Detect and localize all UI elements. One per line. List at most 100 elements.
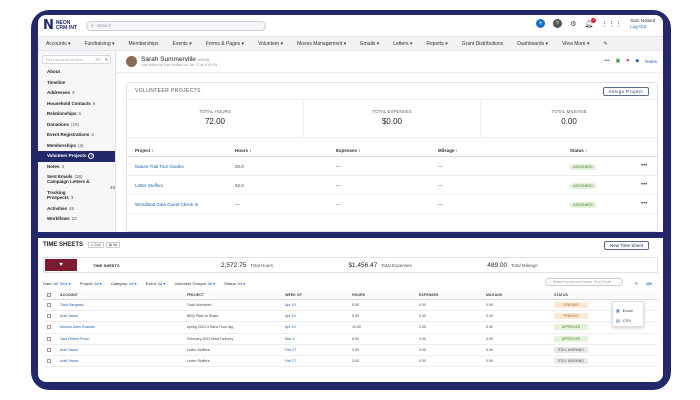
col-expenses[interactable]: EXPENSES	[419, 293, 439, 297]
table-row[interactable]: Nature Trail Tour Guides 20.0 — — ASSIGN…	[127, 157, 657, 176]
row-checkbox[interactable]	[47, 314, 51, 319]
col-mileage[interactable]: MILEAGE	[486, 293, 503, 297]
sidebar-item-campaign-letters[interactable]: Campaign Letters & Tracking 49	[38, 179, 115, 195]
project-link[interactable]: Letter Stuffers	[135, 182, 164, 188]
table-row[interactable]: Trish Sargeant Gala Volunteer! Apr 15 5.…	[43, 300, 658, 312]
sidebar-item-sent-emails[interactable]: Sent Emails (35)	[38, 172, 115, 183]
account-link[interactable]: Monica Jules Rossiter	[60, 325, 96, 330]
money-icon[interactable]: ▣	[615, 58, 621, 64]
sidebar-item-memberships[interactable]: Memberships (3)	[38, 141, 115, 152]
col-expenses[interactable]: Expenses ↕	[336, 147, 361, 153]
filter-project[interactable]: Project: All ▾	[80, 281, 102, 286]
account-link[interactable]: Ariel Saxon	[60, 347, 79, 352]
table-row[interactable]: Jack Robert Prom February 2023 Meal Deli…	[43, 334, 658, 345]
ts-week-link[interactable]: Mar 4	[285, 336, 295, 341]
export-excel-option[interactable]: ▦ Excel	[616, 305, 640, 315]
table-row[interactable]: Woodland Gala Guest Check In — — — ASSIG…	[127, 195, 657, 214]
row-checkbox[interactable]	[47, 359, 51, 364]
account-link[interactable]: Jack Robert Prom	[60, 336, 89, 341]
sidebar-item-donations[interactable]: Donations (19)	[38, 120, 115, 131]
more-options-icon[interactable]: •••	[604, 58, 610, 64]
col-hours[interactable]: HOURS	[352, 293, 365, 297]
nav-events[interactable]: Events ▾	[172, 40, 192, 47]
nav-dashboards[interactable]: Dashboards ▾	[517, 40, 549, 47]
table-row[interactable]: Ariel Saxon BBQ Plate to Share Apr 15 5.…	[43, 311, 658, 323]
nav-memberships[interactable]: Memberships	[128, 40, 159, 47]
sidebar-item-about[interactable]: About	[38, 67, 115, 78]
user-menu[interactable]: Sam Noland Log Out	[630, 18, 655, 29]
project-link[interactable]: Woodland Gala Guest Check In	[135, 201, 199, 207]
col-project[interactable]: Project ↕	[135, 147, 154, 153]
ts-week-link[interactable]: Apr 15	[285, 314, 296, 319]
col-status[interactable]: Status ↕	[570, 147, 588, 153]
settings-icon[interactable]: ⚙	[570, 20, 577, 28]
table-row[interactable]: Monica Jules Rossiter spring 2023 4 Hand…	[43, 322, 658, 334]
sidebar-item-workflows[interactable]: Workflows 10	[38, 214, 115, 225]
nav-forms[interactable]: Forms & Pages ▾	[205, 40, 245, 47]
apps-grid-icon[interactable]: ⋮⋮⋮	[601, 20, 623, 28]
add-button[interactable]: +	[536, 19, 546, 28]
export-csv-option[interactable]: ▤ CSV	[616, 315, 640, 325]
nav-accounts[interactable]: Accounts ▾	[46, 40, 71, 47]
row-checkbox[interactable]	[47, 303, 51, 308]
sidebar-item-activities[interactable]: Activities 45	[38, 204, 115, 215]
sidebar-search-input[interactable]: Find account section 27 ✎	[42, 55, 111, 64]
account-link[interactable]: Ariel Saxon	[60, 359, 79, 364]
time-sheet-search-input[interactable]: ⌕ Search by account name, ID or Email	[545, 278, 623, 286]
table-row[interactable]: Ariel Saxon Letter Stuffers Feb 27 3.00 …	[43, 356, 658, 368]
sidebar-item-relationships[interactable]: Relationships 5	[38, 109, 115, 120]
help-icon[interactable]: ?	[553, 19, 563, 28]
sidebar-item-prospects[interactable]: Prospects 3	[38, 193, 115, 204]
list-view-toggle[interactable]: ▤ list	[105, 242, 121, 248]
account-link[interactable]: Ariel Saxon	[60, 314, 79, 319]
col-week-of[interactable]: WEEK OF	[285, 293, 302, 297]
notifications-icon[interactable]: 🔔︎ 1	[584, 17, 597, 28]
row-more-icon[interactable]: •••	[641, 182, 648, 188]
nav-fundraising[interactable]: Fundraising ▾	[84, 40, 115, 47]
notes-link[interactable]: Notes	[645, 58, 657, 64]
nav-volunteer[interactable]: Volunteer ▾	[258, 40, 284, 47]
nav-reports[interactable]: Reports ▾	[426, 40, 448, 47]
row-checkbox[interactable]	[47, 347, 51, 352]
ts-week-link[interactable]: Apr 15	[285, 303, 296, 308]
col-project[interactable]: PROJECT	[187, 293, 204, 297]
nav-emails[interactable]: Emails ▾	[360, 40, 380, 47]
filter-category[interactable]: Category: All ▾	[111, 281, 137, 286]
nav-moves[interactable]: Moves Management ▾	[297, 40, 347, 47]
logo[interactable]: N NEON CRM·INT	[43, 18, 83, 33]
col-account[interactable]: ACCOUNT	[60, 293, 78, 297]
edit-columns-icon[interactable]: ✎	[634, 280, 638, 286]
global-search-input[interactable]: ⌕ Search	[86, 20, 266, 31]
row-more-icon[interactable]: •••	[641, 163, 648, 169]
filter-date[interactable]: Date: All Time ▾	[43, 281, 71, 286]
sidebar-item-timeline[interactable]: Timeline	[38, 78, 115, 89]
col-mileage[interactable]: Mileage ↕	[438, 147, 459, 153]
grid-view-toggle[interactable]: ≡ Grid	[88, 242, 104, 248]
sidebar-item-volunteer-projects[interactable]: Volunteer Projects 3	[38, 151, 115, 162]
nav-grants[interactable]: Grant Distributions	[461, 40, 504, 47]
sidebar-item-events[interactable]: Event Registrations 3	[38, 130, 115, 141]
select-all-checkbox[interactable]	[47, 293, 51, 297]
row-checkbox[interactable]	[47, 336, 51, 341]
filter-status[interactable]: Status: All ▾	[224, 281, 245, 286]
col-status[interactable]: STATUS	[554, 293, 568, 297]
sidebar-item-household[interactable]: Household Contacts 5	[38, 99, 115, 110]
filter-volunteer-groups[interactable]: Volunteer Groups: All ▾	[174, 281, 215, 286]
table-row[interactable]: Ariel Saxon Letter Stuffers Feb 27 3.00 …	[43, 345, 658, 356]
account-link[interactable]: Trish Sargeant	[60, 303, 84, 308]
sidebar-item-addresses[interactable]: Addresses 3	[38, 88, 115, 99]
ts-week-link[interactable]: Apr 15	[285, 325, 296, 330]
tag-icon[interactable]: ◆	[635, 58, 640, 64]
edit-nav-icon[interactable]: ✎	[603, 40, 608, 47]
sidebar-item-notes[interactable]: Notes 3	[38, 162, 115, 173]
nav-view-more[interactable]: View More ▾	[562, 40, 590, 47]
edit-sections-icon[interactable]: ✎	[104, 57, 108, 62]
logout-link[interactable]: Log Out	[630, 23, 647, 29]
table-row[interactable]: Letter Stuffers 52.0 — — ASSIGNED •••	[127, 176, 657, 195]
project-link[interactable]: Nature Trail Tour Guides	[135, 163, 184, 169]
export-icon[interactable]: ▤▾	[646, 280, 652, 286]
new-time-sheet-button[interactable]: New Time Sheet	[603, 241, 649, 250]
ts-week-link[interactable]: Feb 27	[285, 347, 297, 352]
nav-letters[interactable]: Letters ▾	[393, 40, 413, 47]
row-checkbox[interactable]	[47, 325, 51, 330]
